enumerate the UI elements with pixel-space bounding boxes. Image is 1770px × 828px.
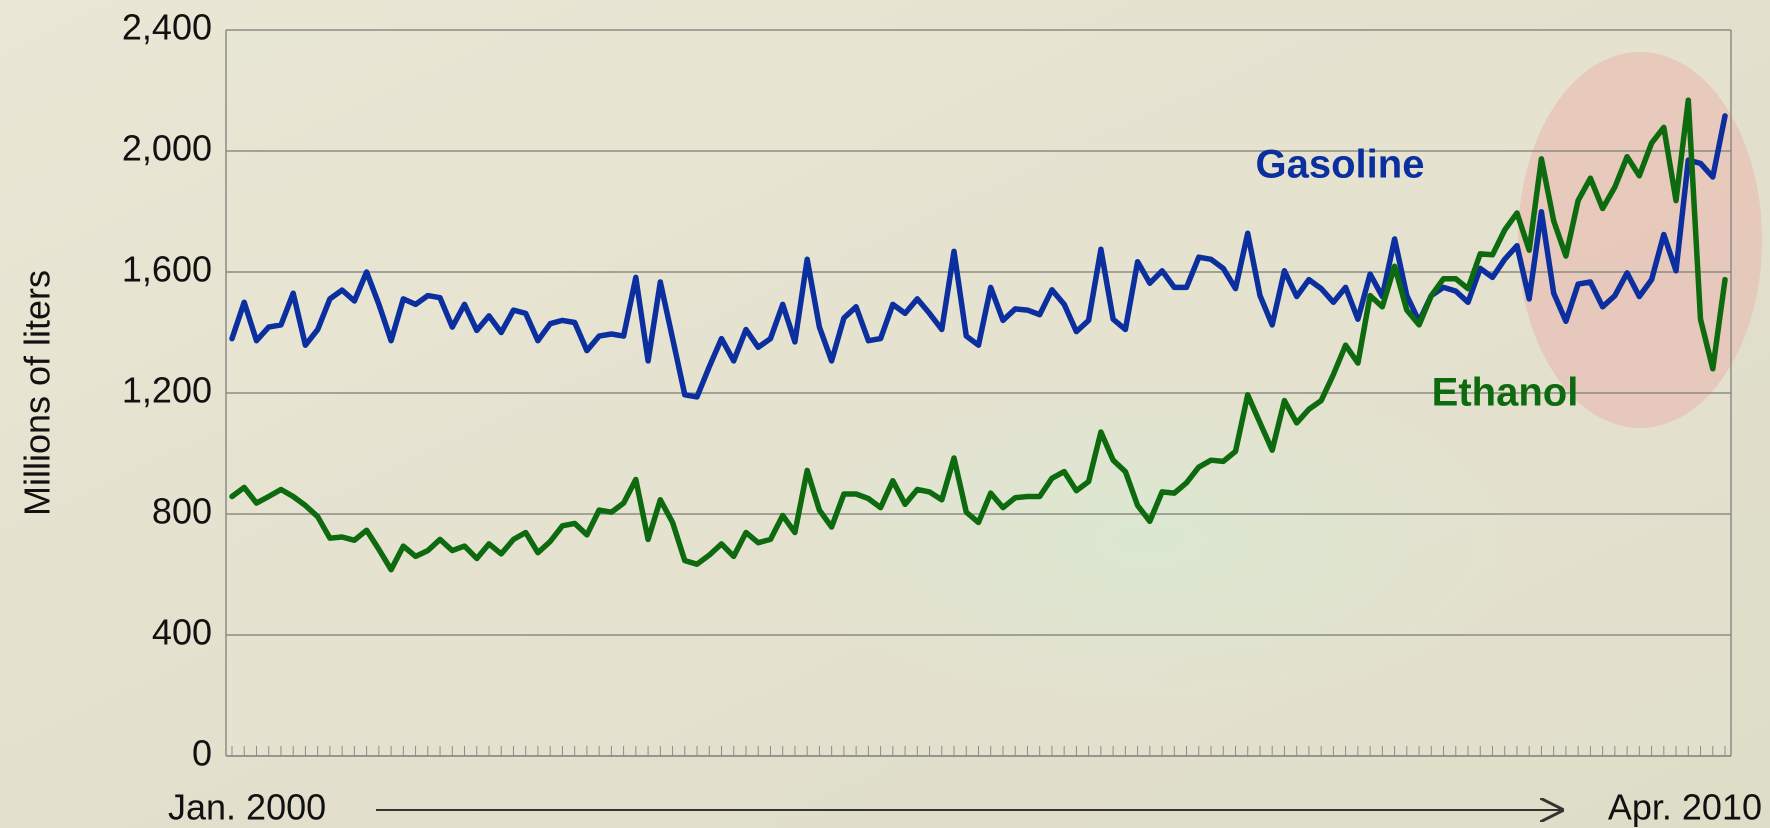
y-tick-label: 1,600 (122, 249, 212, 290)
x-tick-label: Jan. 2000 (168, 787, 326, 828)
y-tick-label: 0 (192, 733, 212, 774)
series-label: Gasoline (1256, 143, 1425, 187)
highlight-ellipse (1518, 52, 1762, 428)
line-series (229, 113, 1728, 400)
y-tick-label: 800 (152, 491, 212, 532)
y-axis-label: Millions of liters (17, 270, 58, 516)
line-series (229, 97, 1728, 573)
y-tick-label: 2,400 (122, 7, 212, 48)
background-glow (770, 370, 1530, 710)
y-tick-label: 2,000 (122, 128, 212, 169)
y-tick-label: 1,200 (122, 370, 212, 411)
series-label: Ethanol (1432, 371, 1579, 415)
x-tick-label: Apr. 2010 (1608, 787, 1762, 828)
y-tick-label: 400 (152, 612, 212, 653)
